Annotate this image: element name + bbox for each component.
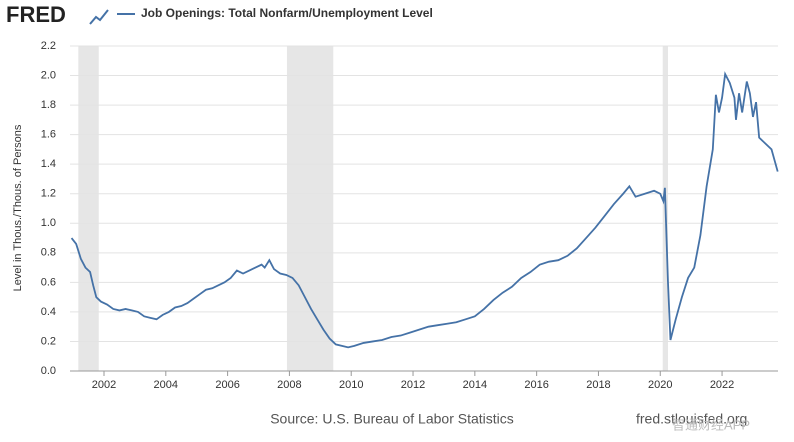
x-tick-label: 2010	[339, 379, 363, 391]
y-tick-label: 1.8	[41, 99, 56, 111]
x-tick-label: 2016	[524, 379, 548, 391]
y-tick-label: 2.2	[41, 40, 56, 52]
x-tick-label: 2020	[648, 379, 672, 391]
y-tick-label: 1.4	[41, 158, 56, 170]
x-tick-label: 2022	[710, 379, 734, 391]
logo-icon	[89, 9, 109, 25]
x-tick-label: 2002	[92, 379, 116, 391]
legend-label: Job Openings: Total Nonfarm/Unemployment…	[141, 6, 433, 20]
y-tick-label: 0.4	[41, 306, 56, 318]
recession-band	[78, 46, 99, 371]
logo: FRED	[6, 2, 66, 27]
x-tick-label: 2006	[215, 379, 239, 391]
recession-band	[286, 46, 334, 371]
y-tick-label: 1.6	[41, 129, 56, 141]
y-tick-label: 0.0	[41, 365, 56, 377]
y-axis-label: Level in Thous./Thous. of Persons	[12, 124, 24, 291]
x-tick-label: 2012	[401, 379, 425, 391]
x-tick-label: 2014	[463, 379, 487, 391]
y-tick-label: 1.2	[41, 188, 56, 200]
source: Source: U.S. Bureau of Labor Statistics	[270, 411, 514, 427]
watermark: 智通财经APP	[672, 417, 750, 432]
y-tick-label: 0.6	[41, 276, 56, 288]
y-tick-label: 0.2	[41, 335, 56, 347]
y-tick-label: 0.8	[41, 247, 56, 259]
y-tick-label: 2.0	[41, 69, 56, 81]
y-tick-label: 1.0	[41, 217, 56, 229]
x-tick-label: 2018	[586, 379, 610, 391]
data-line	[70, 71, 779, 349]
x-tick-label: 2008	[277, 379, 301, 391]
url: fred.stlouisfed.org	[636, 411, 747, 427]
x-tick-label: 2004	[154, 379, 178, 391]
